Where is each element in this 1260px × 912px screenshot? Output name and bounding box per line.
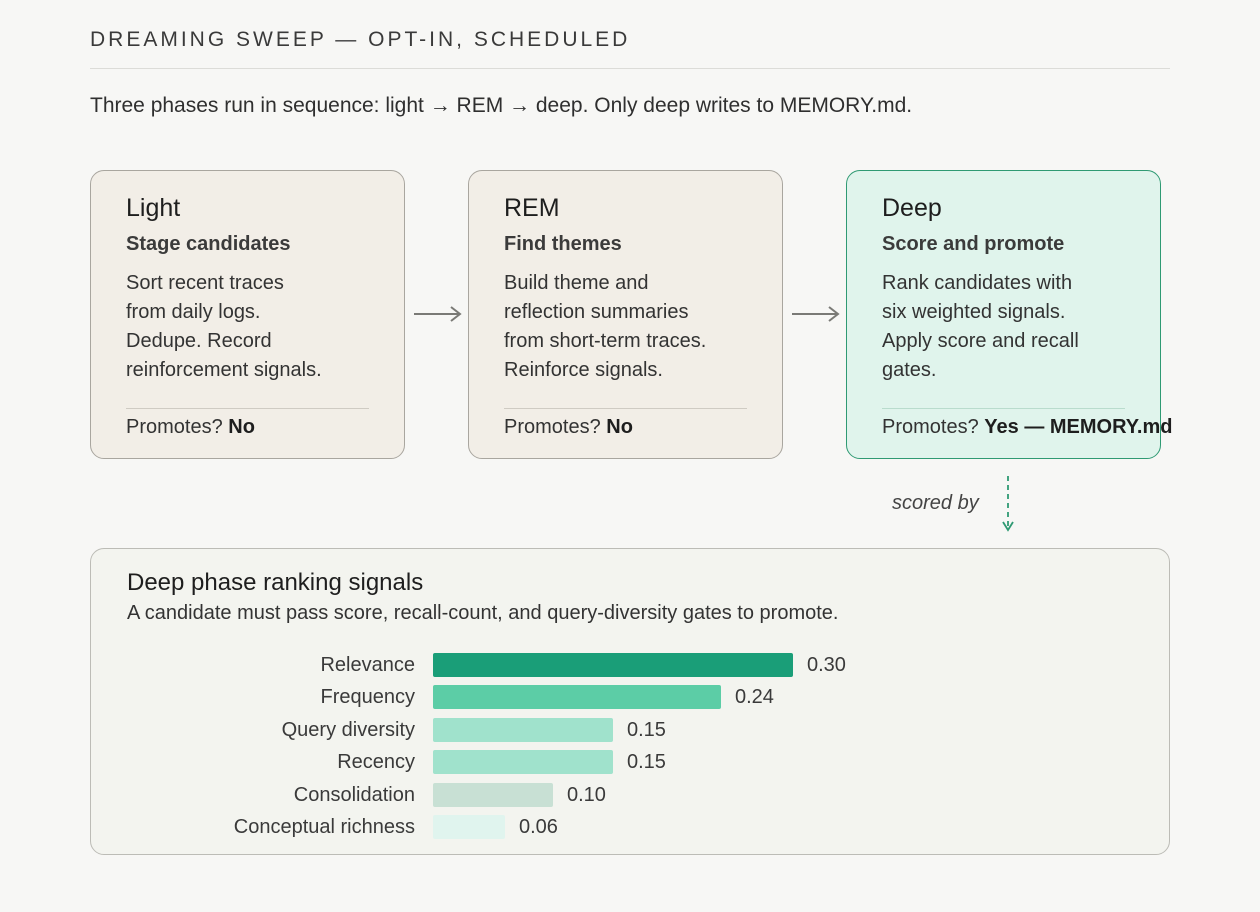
phase-title: Light bbox=[126, 194, 181, 222]
card-divider bbox=[504, 408, 747, 409]
phase-card-deep: Deep Score and promote Rank candidates w… bbox=[846, 170, 1172, 459]
arrow-right-icon bbox=[792, 306, 840, 322]
bar-value-label: 0.15 bbox=[627, 718, 666, 741]
phase-subtitle: Score and promote bbox=[882, 233, 1065, 255]
panel-title: Deep phase ranking signals bbox=[127, 569, 424, 596]
card-divider bbox=[126, 408, 369, 409]
section-title: DREAMING SWEEP — OPT-IN, SCHEDULED bbox=[90, 28, 631, 51]
promotes-label: Promotes? bbox=[126, 416, 223, 438]
promotes-line: Promotes? Yes — MEMORY.md bbox=[882, 416, 1172, 439]
card-divider bbox=[882, 408, 1125, 409]
dashed-arrow-down-icon bbox=[1002, 476, 1014, 532]
signal-bar bbox=[433, 653, 793, 677]
title-divider bbox=[90, 68, 1170, 69]
bar-value-label: 0.10 bbox=[567, 783, 606, 806]
signal-bar bbox=[433, 815, 505, 839]
signal-bar bbox=[433, 717, 613, 742]
bar-label: Recency bbox=[337, 751, 415, 774]
promotes-line: Promotes? No bbox=[504, 416, 633, 439]
phase-subtitle: Find themes bbox=[504, 233, 622, 255]
connector-label: scored by bbox=[892, 492, 979, 514]
promotes-value: No bbox=[606, 416, 633, 438]
promotes-label: Promotes? bbox=[504, 416, 601, 438]
promotes-value: Yes — MEMORY.md bbox=[984, 416, 1173, 438]
phase-description: Build theme and reflection summaries fro… bbox=[504, 272, 707, 381]
bar-label: Frequency bbox=[320, 686, 416, 709]
phase-card-light: Light Stage candidates Sort recent trace… bbox=[90, 170, 405, 459]
signal-bar bbox=[433, 750, 613, 775]
bar-value-label: 0.15 bbox=[627, 751, 666, 774]
intro-text: Three phases run in sequence: light → RE… bbox=[90, 94, 913, 117]
bar-label: Query diversity bbox=[281, 718, 415, 741]
bar-value-label: 0.06 bbox=[519, 816, 558, 838]
signal-bar bbox=[433, 685, 721, 710]
promotes-value: No bbox=[228, 416, 255, 438]
phase-title: Deep bbox=[882, 194, 942, 222]
bar-label: Consolidation bbox=[293, 783, 415, 806]
phase-description: Sort recent traces from daily logs. Dedu… bbox=[126, 272, 322, 381]
phase-description: Rank candidates with six weighted signal… bbox=[882, 272, 1079, 381]
phase-title: REM bbox=[504, 194, 560, 222]
panel-subtitle: A candidate must pass score, recall-coun… bbox=[127, 602, 839, 624]
ranking-signals-panel: Deep phase ranking signals A candidate m… bbox=[90, 548, 1170, 855]
signal-bar bbox=[433, 782, 553, 807]
bar-value-label: 0.24 bbox=[735, 686, 774, 709]
promotes-line: Promotes? No bbox=[126, 416, 255, 439]
arrow-right-icon bbox=[414, 306, 462, 322]
bar-label: Conceptual richness bbox=[233, 816, 415, 838]
phase-card-rem: REM Find themes Build theme and reflecti… bbox=[468, 170, 783, 459]
promotes-label: Promotes? bbox=[882, 416, 979, 438]
bar-label: Relevance bbox=[320, 654, 415, 676]
bar-value-label: 0.30 bbox=[807, 654, 846, 676]
phase-subtitle: Stage candidates bbox=[126, 233, 291, 255]
